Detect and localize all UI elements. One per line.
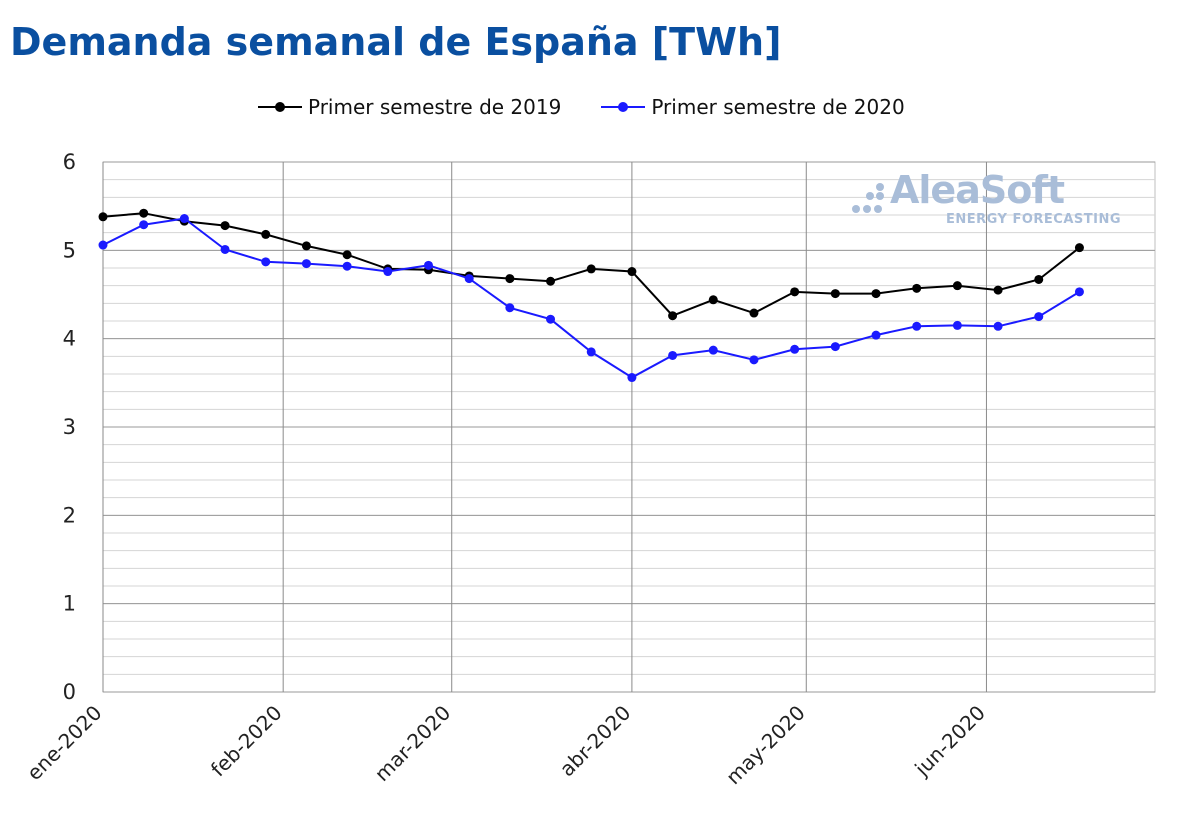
data-point-2019 xyxy=(98,212,108,222)
data-point-2019 xyxy=(505,274,515,284)
data-point-2019 xyxy=(546,276,556,286)
data-point-2020 xyxy=(261,257,271,267)
data-point-2020 xyxy=(1034,312,1044,322)
data-point-2020 xyxy=(423,260,433,270)
data-point-2019 xyxy=(749,308,759,318)
legend-label-2020: Primer semestre de 2020 xyxy=(651,95,905,119)
data-point-2020 xyxy=(301,259,311,269)
aleasoft-watermark: AleaSoft ENERGY FORECASTING xyxy=(850,168,1121,227)
watermark-name: AleaSoft xyxy=(890,168,1065,212)
x-tick-label: mar-2020 xyxy=(370,701,455,786)
legend-swatch-2019 xyxy=(258,101,302,113)
data-point-2019 xyxy=(1034,274,1044,284)
data-point-2020 xyxy=(871,330,881,340)
data-point-2019 xyxy=(139,208,149,218)
y-tick-label: 6 xyxy=(63,150,76,174)
data-point-2020 xyxy=(179,214,189,224)
legend-swatch-2020 xyxy=(601,101,646,113)
data-point-2020 xyxy=(1074,287,1084,297)
data-point-2019 xyxy=(627,267,637,277)
data-point-2020 xyxy=(139,220,149,230)
data-point-2019 xyxy=(830,289,840,299)
data-point-2020 xyxy=(98,240,108,250)
y-tick-label: 5 xyxy=(63,238,76,262)
data-point-2020 xyxy=(586,347,596,357)
data-point-2019 xyxy=(993,285,1003,295)
data-point-2020 xyxy=(830,342,840,352)
data-point-2020 xyxy=(952,320,962,330)
x-tick-label: jun-2020 xyxy=(909,701,990,782)
data-point-2019 xyxy=(261,229,271,239)
data-point-2020 xyxy=(993,321,1003,331)
y-tick-label: 2 xyxy=(63,503,76,527)
watermark-tagline: ENERGY FORECASTING xyxy=(946,212,1122,227)
legend-label-2019: Primer semestre de 2019 xyxy=(308,95,562,119)
data-point-2019 xyxy=(220,221,230,231)
data-point-2020 xyxy=(912,321,922,331)
x-tick-label: may-2020 xyxy=(721,701,810,790)
data-point-2020 xyxy=(708,345,718,355)
x-tick-label: feb-2020 xyxy=(206,701,287,782)
y-tick-label: 0 xyxy=(63,680,76,704)
data-point-2019 xyxy=(301,241,311,251)
data-point-2020 xyxy=(749,355,759,365)
data-point-2020 xyxy=(668,350,678,360)
data-point-2019 xyxy=(342,250,352,260)
data-point-2019 xyxy=(1074,243,1084,253)
chart-title: Demanda semanal de España [TWh] xyxy=(10,20,782,64)
data-point-2020 xyxy=(342,261,352,271)
y-tick-label: 1 xyxy=(63,592,76,616)
data-point-2019 xyxy=(586,264,596,274)
y-tick-label: 3 xyxy=(63,415,76,439)
data-point-2020 xyxy=(627,373,637,383)
data-point-2020 xyxy=(505,303,515,313)
data-point-2019 xyxy=(952,281,962,291)
data-point-2019 xyxy=(668,311,678,321)
data-point-2020 xyxy=(464,274,474,284)
data-point-2019 xyxy=(790,287,800,297)
data-point-2020 xyxy=(546,314,556,324)
data-point-2019 xyxy=(708,295,718,305)
x-tick-label: ene-2020 xyxy=(22,701,106,785)
data-point-2020 xyxy=(383,267,393,277)
legend-item-2019: Primer semestre de 2019 xyxy=(258,95,561,119)
x-tick-label: abr-2020 xyxy=(555,701,636,782)
data-point-2019 xyxy=(871,289,881,299)
legend-item-2020: Primer semestre de 2020 xyxy=(601,95,905,119)
data-point-2020 xyxy=(220,244,230,254)
data-point-2019 xyxy=(912,283,922,293)
y-tick-label: 4 xyxy=(63,327,76,351)
aleasoft-logo-icon xyxy=(852,182,884,213)
chart-legend: Primer semestre de 2019 Primer semestre … xyxy=(258,95,905,119)
data-point-2020 xyxy=(790,344,800,354)
